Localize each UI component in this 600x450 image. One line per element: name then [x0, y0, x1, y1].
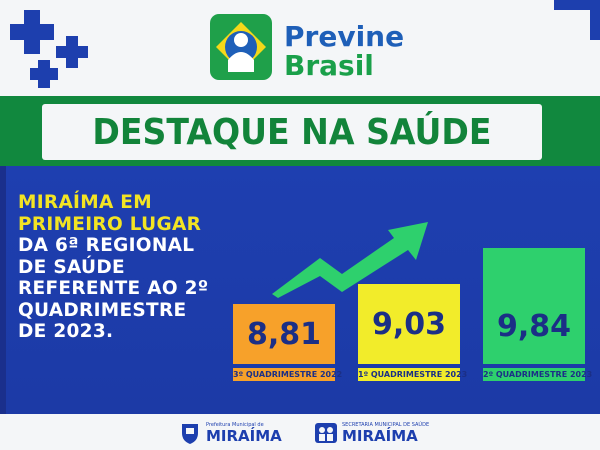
score-value-1: 8,81 — [246, 316, 322, 352]
plus-icon — [10, 24, 54, 40]
score-value-3: 9,84 — [496, 308, 572, 344]
score-label-3: 2º QUADRIMESTRE 2023 — [483, 368, 593, 381]
message-text: MIRAÍMA EM PRIMEIRO LUGAR DA 6ª REGIONAL… — [18, 192, 209, 343]
footer-left-caption: Prefeitura Municipal de — [206, 422, 264, 428]
footer-logo-secretaria: SECRETARIA MUNICIPAL DE SAÚDE MIRAÍMA — [314, 420, 429, 446]
brand-line-2: Brasil — [284, 49, 374, 82]
brand-name: Previne Brasil — [284, 22, 404, 80]
footer-left-name: MIRAÍMA — [206, 427, 282, 445]
body-line: QUADRIMESTRE — [18, 299, 187, 321]
score-box-2: 9,03 — [358, 284, 460, 364]
score-box-3: 9,84 — [483, 248, 585, 364]
footer-right-caption: SECRETARIA MUNICIPAL DE SAÚDE — [342, 422, 430, 428]
score-label-2: 1º QUADRIMESTRE 2023 — [358, 368, 468, 381]
header-area — [0, 0, 600, 96]
growth-arrow-icon — [272, 222, 428, 298]
previne-brasil-logo-icon — [210, 14, 272, 80]
score-value-2: 9,03 — [371, 306, 447, 342]
score-label-1: 3º QUADRIMESTRE 2022 — [233, 368, 343, 381]
corner-decoration — [554, 0, 600, 40]
footer-logo-prefeitura: Prefeitura Municipal de MIRAÍMA — [178, 420, 282, 446]
footer-right-name: MIRAÍMA — [342, 427, 418, 445]
brand-line-1: Previne — [284, 20, 405, 53]
highlight-line: PRIMEIRO LUGAR — [18, 213, 202, 235]
health-people-icon — [315, 423, 337, 443]
plus-icon — [30, 68, 58, 80]
body-line: DE SAÚDE — [18, 256, 125, 278]
banner: DESTAQUE NA SAÚDE — [42, 104, 542, 160]
footer — [0, 414, 600, 450]
plus-icons-decoration — [10, 10, 88, 88]
body-line: REFERENTE AO 2º — [18, 278, 209, 299]
plus-icon — [56, 46, 88, 58]
body-line: DE 2023. — [18, 321, 114, 342]
banner-title: DESTAQUE NA SAÚDE — [92, 111, 492, 153]
city-crest-icon — [182, 424, 198, 444]
score-box-1: 8,81 — [233, 304, 335, 364]
body-line: DA 6ª REGIONAL — [18, 235, 195, 256]
highlight-line: MIRAÍMA EM — [18, 192, 152, 213]
left-stripe — [0, 166, 6, 414]
